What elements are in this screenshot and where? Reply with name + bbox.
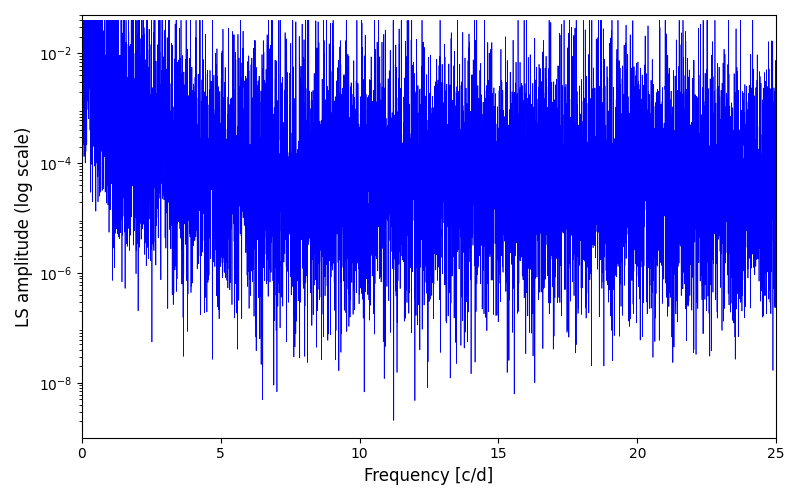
X-axis label: Frequency [c/d]: Frequency [c/d]	[364, 467, 494, 485]
Y-axis label: LS amplitude (log scale): LS amplitude (log scale)	[15, 126, 33, 326]
